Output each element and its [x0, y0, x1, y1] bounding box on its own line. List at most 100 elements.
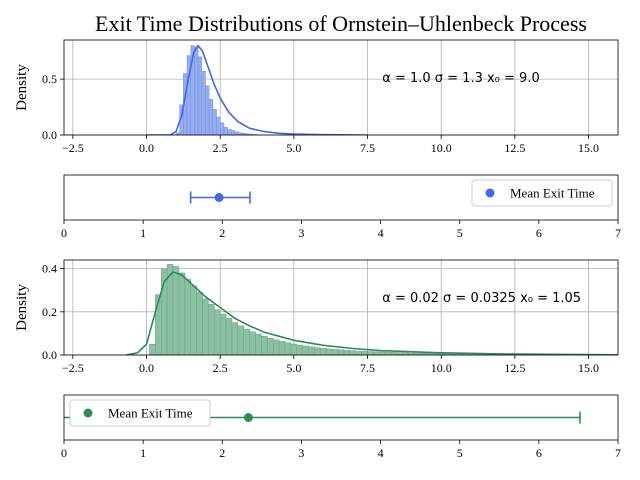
x-tick-label: 3 — [298, 446, 304, 460]
subplot-1: 0.0 0.5 Density α = 1.0 σ = 1.3 x₀ = 9.0 −2.… — [14, 39, 619, 155]
histogram-bar — [267, 337, 274, 355]
histogram-bar — [367, 351, 374, 355]
y-axis-label: Density — [14, 284, 30, 331]
histogram-bar — [234, 131, 239, 135]
legend: Mean Exit Time — [471, 179, 613, 207]
x-tick-label: 7 — [615, 446, 621, 460]
histogram-bar — [355, 350, 362, 355]
y-tick-label: 0.0 — [42, 128, 57, 142]
legend-label: Mean Exit Time — [108, 406, 193, 421]
x-tick-label: 10.0 — [431, 361, 452, 375]
histogram-bar — [373, 351, 380, 355]
parameter-annotation: α = 1.0 σ = 1.3 x₀ = 9.0 — [382, 71, 539, 86]
histogram-bar — [201, 71, 206, 135]
legend-label: Mean Exit Time — [510, 186, 595, 201]
x-tick-label: 0.0 — [139, 361, 154, 375]
x-tick-label: 5.0 — [286, 361, 301, 375]
figure-title: Exit Time Distributions of Ornstein–Uhle… — [95, 11, 587, 36]
subplot-3: 0.0 0.2 0.4 Density α = 0.02 σ = 0.0325 x₀ =… — [14, 259, 619, 375]
histogram-bar — [178, 272, 186, 355]
histogram-bar — [326, 348, 333, 355]
x-tick-label: 7.5 — [360, 361, 375, 375]
histogram-bar — [349, 350, 356, 355]
x-tick-label: 0 — [61, 226, 67, 240]
histogram-bar — [202, 298, 209, 355]
subplots: 0.0 0.5 Density α = 1.0 σ = 1.3 x₀ = 9.0 −2.… — [14, 39, 621, 460]
x-tick-label: −2.5 — [62, 141, 84, 155]
histogram-bar — [231, 322, 239, 355]
histogram-bar — [255, 333, 262, 355]
x-tick-label: 10.0 — [431, 141, 452, 155]
kde-line — [125, 270, 618, 355]
x-tick-label: 1 — [140, 226, 146, 240]
legend: Mean Exit Time — [69, 399, 211, 427]
axes-frame — [63, 394, 619, 441]
histogram-bar — [284, 342, 292, 355]
histogram-bar — [196, 292, 203, 355]
histogram-bar — [261, 335, 268, 355]
histogram-bar — [249, 331, 256, 355]
histogram-bar — [337, 349, 345, 355]
histogram-bar — [214, 309, 221, 355]
x-tick-label: 0.0 — [139, 141, 154, 155]
histogram-bar — [190, 285, 197, 355]
subplot-4: 0 1 2 3 4 5 6 7 Mean Exit Time — [61, 394, 621, 460]
x-tick-label: 12.5 — [504, 141, 525, 155]
x-tick-label: 3 — [298, 226, 304, 240]
legend-frame — [69, 399, 211, 427]
histogram-bar — [302, 345, 309, 355]
histogram-bar — [208, 98, 214, 135]
legend-marker — [83, 408, 93, 418]
y-tick-label: 0.4 — [42, 262, 57, 276]
axes-frame — [63, 259, 619, 356]
histogram-bar — [361, 351, 368, 355]
histogram-bar — [212, 109, 217, 135]
histogram-bar — [384, 351, 392, 355]
x-tick-label: 12.5 — [504, 361, 525, 375]
histogram-bar — [216, 116, 221, 135]
y-axis-label: Density — [14, 64, 30, 111]
x-tick-label: 2.5 — [213, 361, 228, 375]
histogram-bar — [272, 339, 280, 355]
histogram-bar — [331, 349, 339, 355]
histogram-bars — [175, 45, 258, 135]
x-tick-label: 7 — [615, 226, 621, 240]
histogram-bar — [149, 343, 156, 355]
histogram-bar — [225, 318, 233, 355]
x-tick-label: 4 — [378, 446, 384, 460]
histogram-bar — [243, 328, 250, 355]
histogram-bar — [184, 279, 191, 355]
histogram-bar — [308, 346, 315, 355]
x-tick-label: 5 — [457, 226, 463, 240]
x-tick-label: 0 — [61, 446, 67, 460]
mean-exit-time-marker — [243, 413, 253, 422]
histogram-bar — [290, 343, 298, 355]
histogram-bar — [197, 56, 203, 135]
histogram-bar — [219, 313, 227, 355]
x-tick-label: 2 — [219, 226, 225, 240]
axes-frame — [63, 174, 619, 221]
histogram-bar — [278, 341, 286, 355]
x-tick-label: 1 — [140, 446, 146, 460]
parameter-annotation: α = 0.02 σ = 0.0325 x₀ = 1.05 — [382, 291, 581, 306]
histogram-bars — [149, 264, 616, 355]
kde-line — [146, 44, 368, 135]
x-tick-label: 7.5 — [360, 141, 375, 155]
histogram-bar — [314, 347, 321, 355]
subplot-2: 0 1 2 3 4 5 6 7 Mean Exit Time — [61, 174, 621, 240]
legend-marker — [485, 188, 495, 198]
histogram-bar — [205, 85, 210, 135]
x-tick-label: 6 — [536, 226, 542, 240]
histogram-bar — [296, 344, 303, 355]
histogram-bar — [172, 266, 180, 355]
y-tick-label: 0.2 — [42, 305, 57, 319]
y-tick-label: 0.0 — [42, 348, 57, 362]
x-tick-label: −2.5 — [62, 361, 84, 375]
x-tick-label: 4 — [378, 226, 384, 240]
histogram-bar — [379, 351, 386, 355]
histogram-bar — [320, 348, 327, 355]
histogram-bar — [227, 129, 232, 135]
x-tick-label: 15.0 — [578, 361, 599, 375]
y-tick-label: 0.5 — [42, 72, 57, 86]
